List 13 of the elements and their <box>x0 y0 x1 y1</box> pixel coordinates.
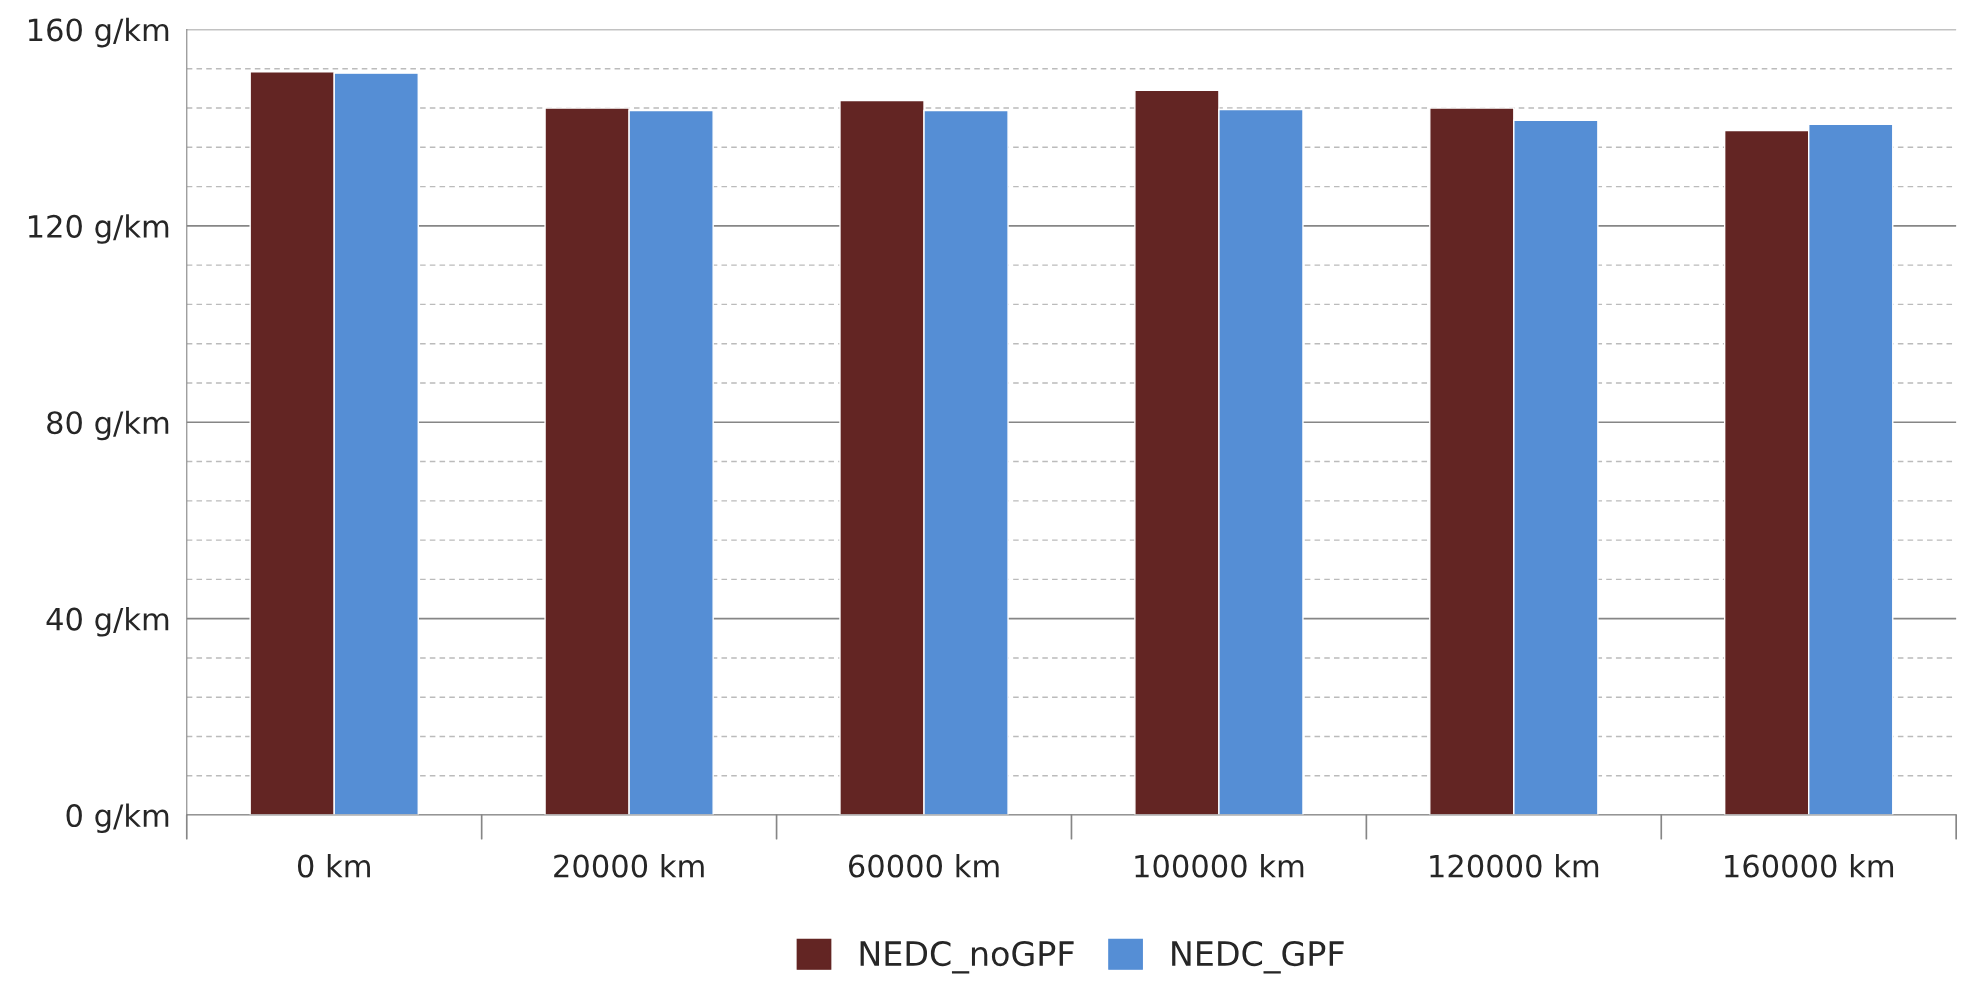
legend-label: NEDC_GPF <box>1172 940 1344 974</box>
y-tick-label: 40 g/km <box>46 607 169 637</box>
y-tick-label: 160 g/km <box>28 17 169 48</box>
legend-label: NEDC_noGPF <box>860 940 1074 974</box>
x-tick-label: 120000 km <box>1430 853 1599 878</box>
x-tick-label: 0 km <box>297 853 370 878</box>
x-tick-label: 60000 km <box>848 853 999 878</box>
x-tick-label: 160000 km <box>1725 853 1894 878</box>
x-tick-label: 20000 km <box>554 853 704 878</box>
y-tick-label: 80 g/km <box>47 410 169 441</box>
x-tick-label: 100000 km <box>1135 853 1304 878</box>
y-tick-label: 0 g/km <box>66 803 169 834</box>
y-tick-label: 120 g/km <box>28 214 169 244</box>
